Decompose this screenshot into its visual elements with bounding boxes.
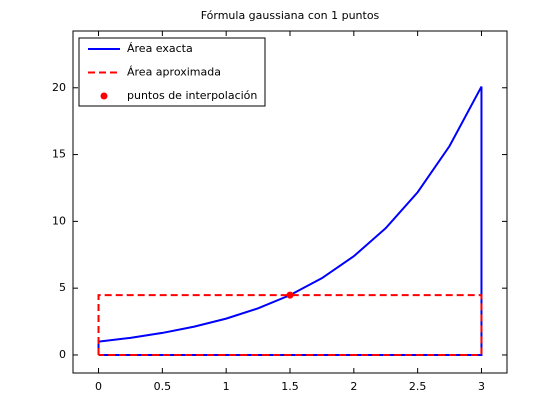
data-line [97,86,483,356]
data-line [97,294,483,356]
x-tick-label: 1.5 [281,380,299,393]
y-tick-label: 20 [52,81,66,94]
x-tick-label: 0 [95,380,102,393]
y-tick-label: 5 [59,281,66,294]
legend-label: Área exacta [127,42,193,55]
chart-title: Fórmula gaussiana con 1 puntos [201,9,380,22]
y-tick-label: 15 [52,148,66,161]
y-tick-label: 0 [59,348,66,361]
y-tick-label: 10 [52,214,66,227]
x-tick-label: 2 [350,380,357,393]
x-tick-label: 3 [478,380,485,393]
legend-label: Área aproximada [127,66,221,79]
x-tick-label: 2.5 [409,380,427,393]
legend-label: puntos de interpolación [127,89,257,102]
x-tick-label: 0.5 [154,380,172,393]
legend-marker [100,92,108,100]
x-tick-label: 1 [223,380,230,393]
data-point [286,291,294,299]
